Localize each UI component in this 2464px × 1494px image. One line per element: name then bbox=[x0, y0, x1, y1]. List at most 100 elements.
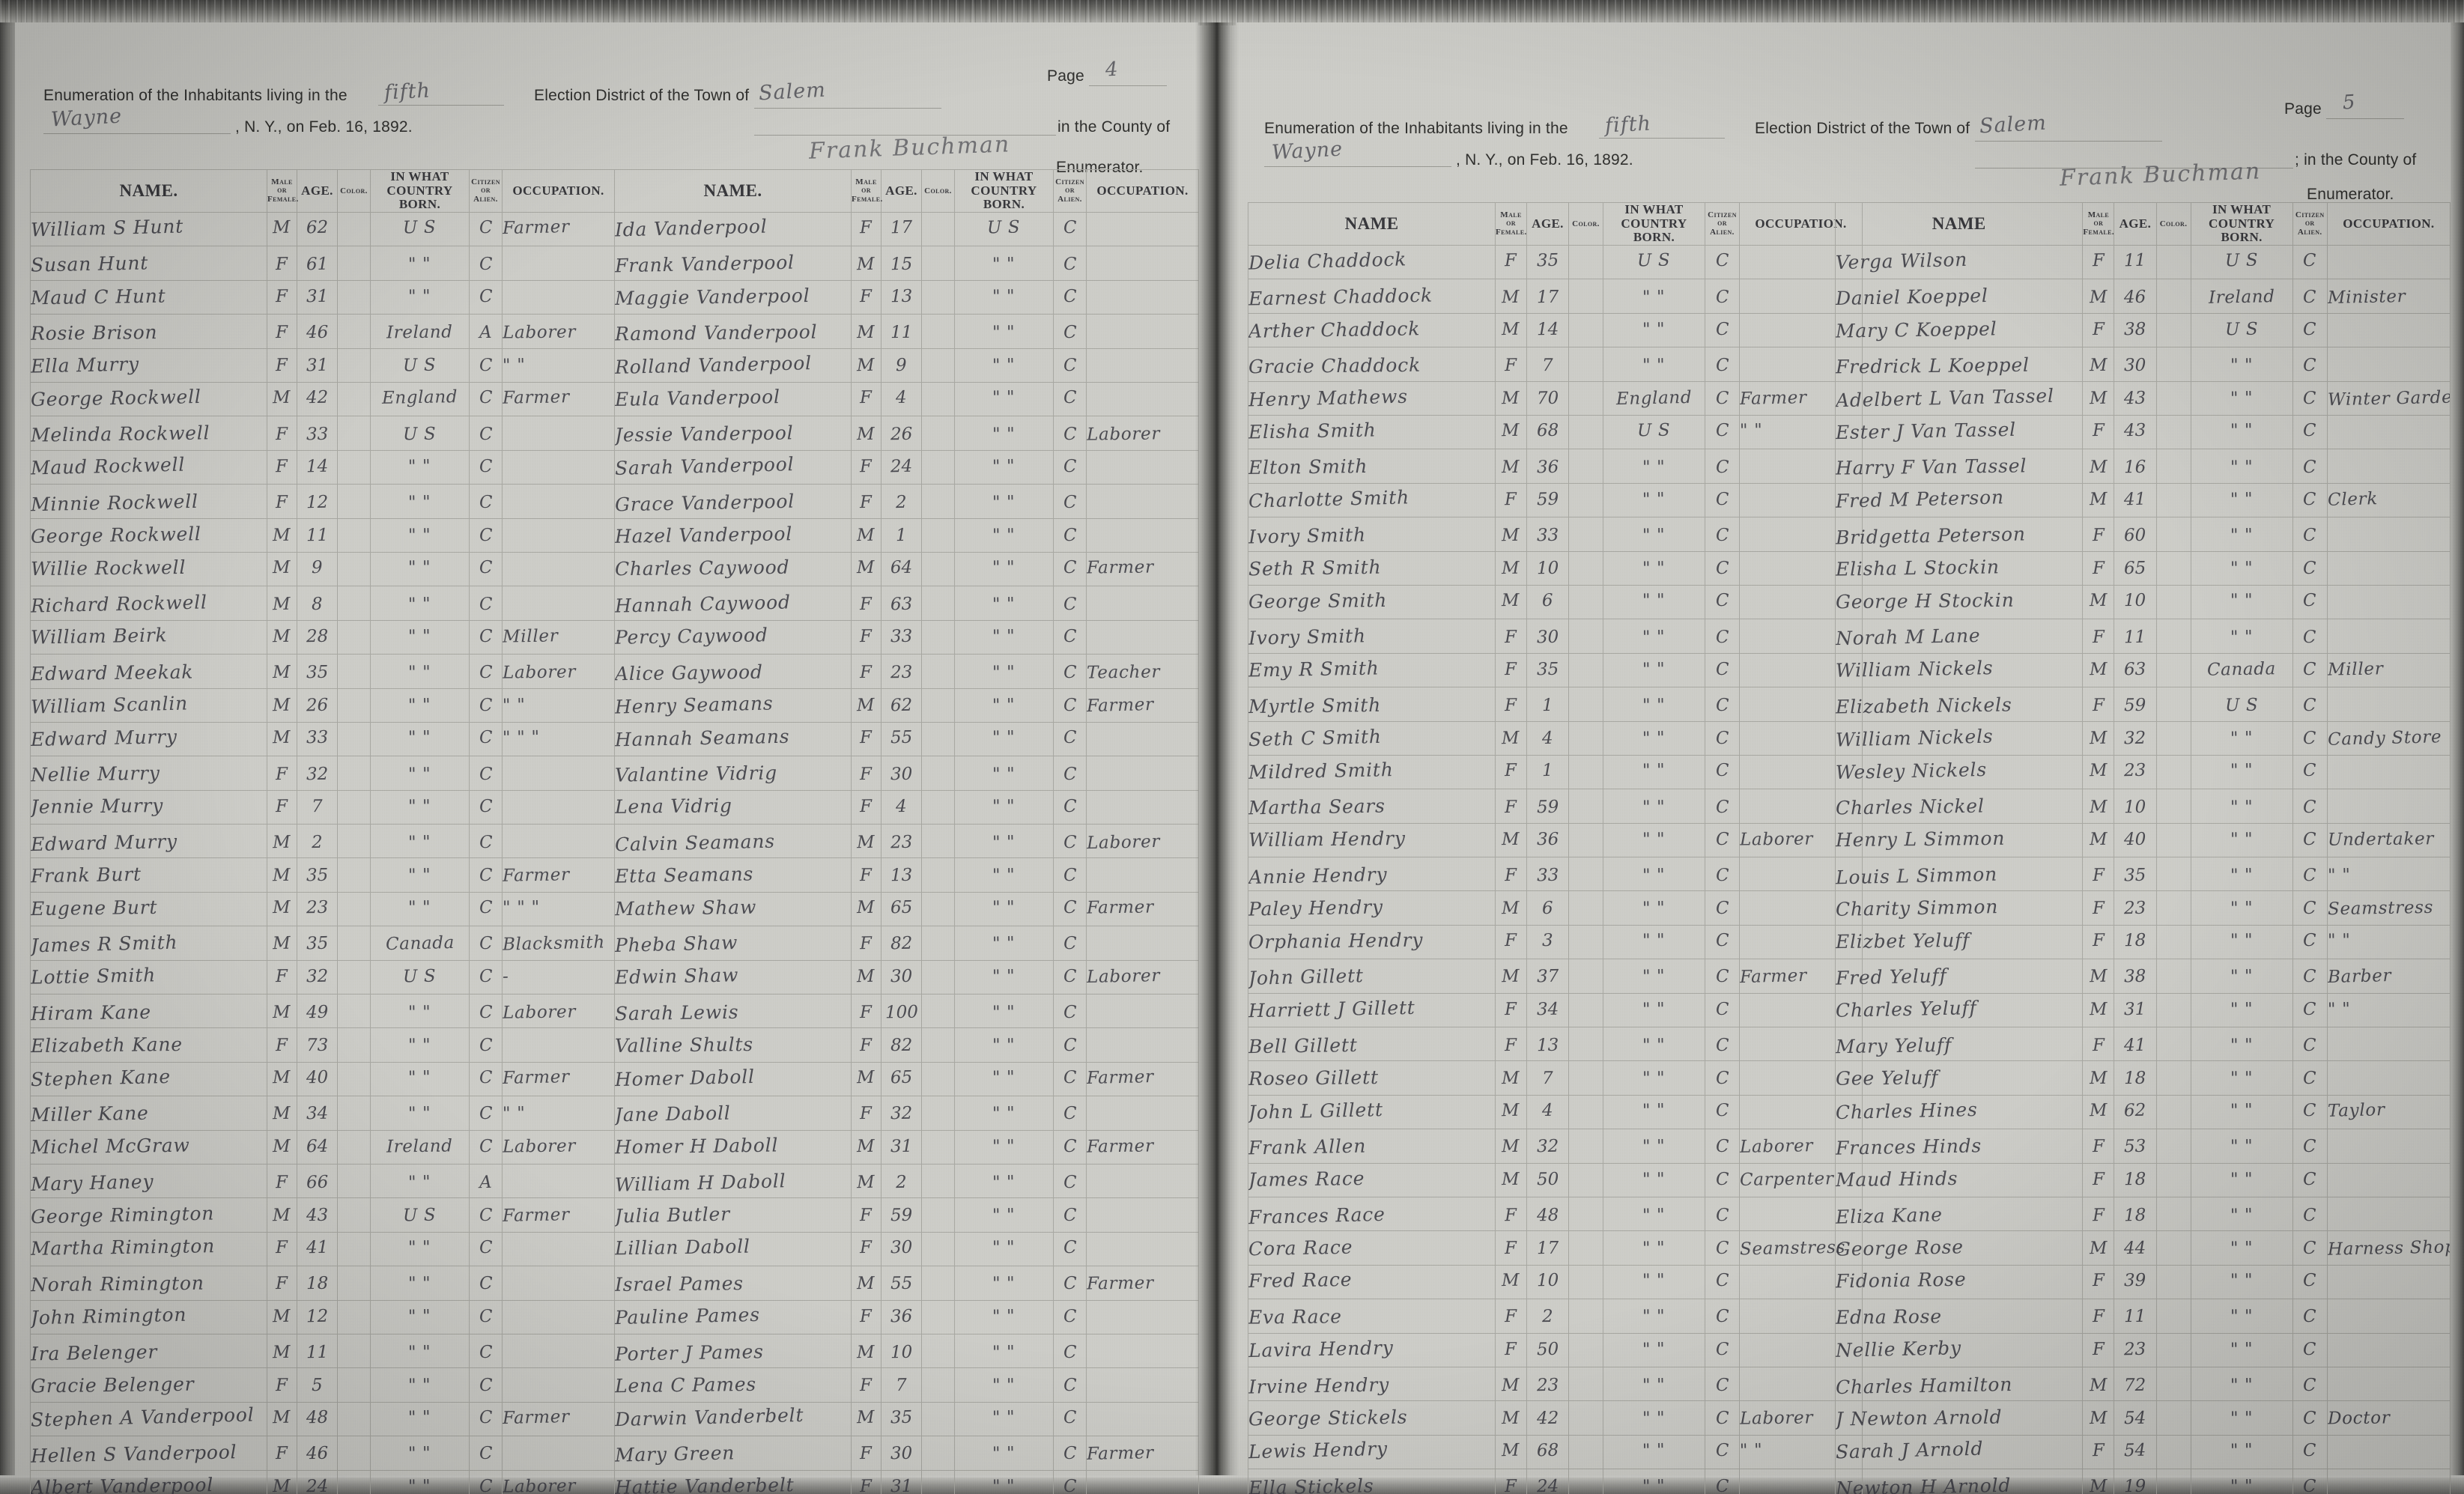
cell-citizen-text: C bbox=[1063, 1306, 1077, 1326]
cell-name-text: Mary Green bbox=[614, 1442, 735, 1466]
cell-country-born-text: " " bbox=[992, 424, 1016, 444]
cell-citizen: C bbox=[1053, 891, 1087, 927]
cell-sex: M bbox=[851, 246, 881, 281]
cell-citizen: C bbox=[2292, 312, 2328, 348]
table-row: Bridgetta Peterson F 60 " " C bbox=[1834, 517, 2451, 552]
cell-age: 4 bbox=[1526, 720, 1569, 756]
cell-country-born-text: " " bbox=[408, 1104, 431, 1124]
cell-country-born: " " bbox=[954, 654, 1054, 689]
cell-occupation bbox=[2326, 584, 2451, 620]
cell-name: William S Hunt bbox=[30, 212, 267, 247]
cell-citizen-text: C bbox=[479, 796, 493, 816]
cell-name: Willie Rockwell bbox=[30, 551, 267, 587]
cell-citizen: C bbox=[1705, 857, 1740, 892]
cell-sex: M bbox=[1495, 1400, 1527, 1436]
cell-country-born-text: " " bbox=[2230, 1307, 2254, 1327]
cell-name: Ella Murry bbox=[30, 347, 267, 383]
cell-sex-text: M bbox=[273, 833, 291, 853]
table-row: Elizabeth Kane F 73 " " C bbox=[30, 1027, 615, 1063]
cell-name: Charles Yeluff bbox=[1834, 992, 2084, 1028]
cell-occupation-text: Laborer bbox=[502, 322, 577, 343]
cell-occupation: Miller bbox=[502, 619, 615, 655]
cell-name-text: Charles Caywood bbox=[614, 556, 790, 580]
cell-age-text: 10 bbox=[890, 1342, 913, 1363]
cell-country-born: Ireland bbox=[370, 1129, 470, 1165]
cell-age: 7 bbox=[881, 1367, 922, 1403]
citizen-label-line1: Citizen bbox=[471, 177, 500, 186]
cell-country-born: " " bbox=[370, 517, 470, 553]
cell-age-text: 62 bbox=[306, 217, 329, 238]
cell-age-text: 53 bbox=[2124, 1137, 2146, 1157]
cell-name: Edwin Shaw bbox=[614, 959, 852, 995]
cell-citizen: C bbox=[1705, 1060, 1740, 1096]
cell-country-born-text: Ireland bbox=[386, 1136, 453, 1157]
cell-sex-text: M bbox=[1502, 1068, 1520, 1088]
cell-color bbox=[1568, 1196, 1603, 1232]
cell-name: Fred Race bbox=[1248, 1264, 1496, 1300]
cell-age-text: 2 bbox=[895, 1173, 908, 1193]
cell-citizen: C bbox=[2292, 652, 2328, 688]
cell-age: 43 bbox=[2113, 415, 2157, 450]
table-row: Charles Yeluff M 31 " " C " " bbox=[1834, 992, 2451, 1028]
cell-citizen-text: C bbox=[2303, 489, 2317, 510]
cell-age-text: 42 bbox=[306, 387, 329, 408]
cell-age-text: 30 bbox=[890, 1237, 913, 1258]
cell-country-born-text: " " bbox=[1642, 1068, 1666, 1088]
leaf-left-header-row-2: NAME. Male or Female. AGE. Color. IN WHAT COUN… bbox=[614, 168, 1199, 213]
cell-name-text: George Smith bbox=[1248, 589, 1388, 613]
table-row: Myrtle Smith F 1 " " C bbox=[1248, 687, 1863, 722]
cell-color bbox=[921, 1266, 955, 1301]
table-row: Frank Vanderpool M 15 " " C bbox=[614, 246, 1199, 281]
cell-citizen: C bbox=[1705, 1264, 1740, 1300]
cell-age-text: 10 bbox=[1536, 558, 1559, 578]
leaf-left-district-text: Election District of the Town of bbox=[534, 87, 750, 104]
table-row: Ramond Vanderpool M 11 " " C bbox=[614, 314, 1199, 349]
cell-country-born: " " bbox=[370, 449, 470, 485]
table-row: Pheba Shaw F 82 " " C bbox=[614, 926, 1199, 961]
cell-sex: M bbox=[2082, 754, 2115, 790]
cell-sex: M bbox=[2082, 822, 2115, 858]
cell-country-born-text: " " bbox=[992, 1342, 1016, 1363]
cell-age-text: 26 bbox=[306, 695, 329, 716]
cell-sex: F bbox=[267, 279, 297, 315]
table-row: Mildred Smith F 1 " " C bbox=[1248, 754, 1863, 790]
cell-age: 8 bbox=[297, 586, 338, 621]
cell-age: 11 bbox=[297, 1333, 338, 1369]
cell-sex-text: F bbox=[276, 1237, 288, 1258]
cell-name: Mary C Koeppel bbox=[1834, 312, 2084, 348]
cell-age: 2 bbox=[881, 1163, 922, 1199]
cell-citizen: C bbox=[469, 721, 503, 757]
leaf-right-district-value: fifth bbox=[1604, 112, 1652, 138]
table-row: Gee Yeluff M 18 " " C bbox=[1834, 1060, 2451, 1096]
cell-citizen-text: C bbox=[479, 594, 493, 614]
cell-age: 3 bbox=[1526, 924, 1569, 960]
cell-age-text: 23 bbox=[2124, 898, 2146, 918]
cell-sex-text: M bbox=[273, 897, 291, 918]
cell-country-born-text: " " bbox=[992, 663, 1016, 683]
sex-label-line2: Female. bbox=[852, 194, 883, 204]
cell-color bbox=[337, 484, 371, 519]
leaf-right-header-row-2: NAME Male or Female. AGE. Color. IN WHAT COUNT… bbox=[1834, 201, 2451, 246]
cell-occupation bbox=[502, 1231, 615, 1267]
cell-name-text: Orphania Hendry bbox=[1248, 929, 1424, 953]
citizen-label-line1: Citizen bbox=[1055, 177, 1084, 186]
cell-name-text: Roseo Gillett bbox=[1248, 1066, 1379, 1090]
cell-citizen: C bbox=[469, 654, 503, 689]
cell-country-born: " " bbox=[370, 824, 470, 859]
cell-age: 2 bbox=[881, 484, 922, 519]
cell-country-born-text: " " bbox=[2230, 489, 2254, 510]
cell-age-text: 73 bbox=[306, 1035, 329, 1055]
cell-name-text: William S Hunt bbox=[30, 215, 184, 241]
cell-sex: M bbox=[2082, 720, 2115, 756]
cell-occupation bbox=[1086, 857, 1199, 893]
cell-citizen: C bbox=[469, 756, 503, 791]
cell-age-text: 16 bbox=[2124, 457, 2146, 477]
cell-name: Hannah Seamans bbox=[614, 721, 852, 757]
cell-age-text: 33 bbox=[306, 727, 329, 748]
cell-name-text: Rolland Vanderpool bbox=[614, 352, 813, 379]
cell-sex: M bbox=[2082, 1060, 2115, 1096]
cell-sex-text: M bbox=[2089, 356, 2108, 376]
cell-sex: F bbox=[267, 1436, 297, 1471]
table-row: Charlotte Smith F 59 " " C bbox=[1248, 482, 1863, 518]
cell-country-born-text: U S bbox=[2224, 696, 2259, 716]
